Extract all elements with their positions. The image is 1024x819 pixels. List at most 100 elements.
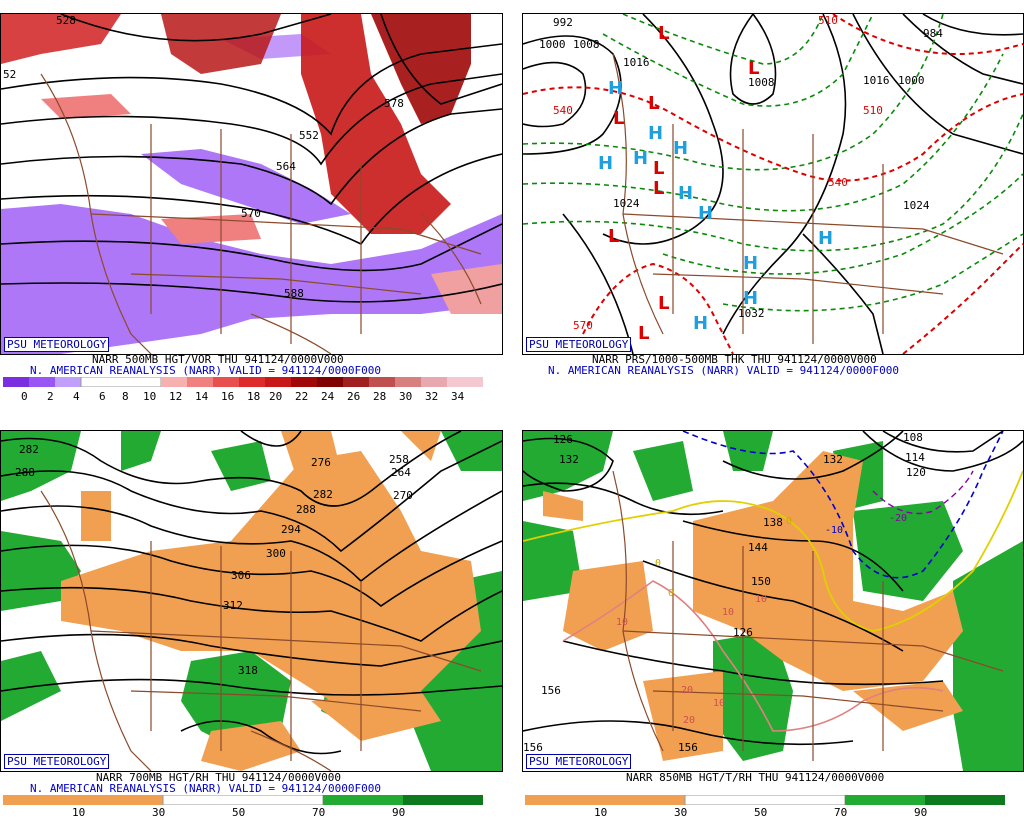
low-pressure-symbol: L xyxy=(658,23,669,44)
contour-label: 126 xyxy=(733,626,753,639)
contour-label: 138 xyxy=(763,516,783,529)
colorbar-tick: 10 xyxy=(143,390,157,403)
contour-label: 282 xyxy=(313,488,333,501)
vorticity-map: 528 552 564 570 588 52 578 xyxy=(1,14,502,354)
isobar-label: 1008 xyxy=(573,38,600,51)
low-pressure-symbol: L xyxy=(748,58,759,79)
high-pressure-symbol: H xyxy=(598,153,613,174)
isobar-label: 1000 xyxy=(539,38,566,51)
contour-label: 120 xyxy=(906,466,926,479)
contour-label: 570 xyxy=(241,207,261,220)
vorticity-colorbar xyxy=(3,377,483,387)
thickness-label: 540 xyxy=(553,104,573,117)
low-pressure-symbol: L xyxy=(608,226,619,247)
temperature-label: -20 xyxy=(889,513,907,524)
low-pressure-symbol: L xyxy=(638,323,649,344)
thickness-label: 510 xyxy=(818,14,838,27)
contour-label: 588 xyxy=(284,287,304,300)
rh-colorbar xyxy=(525,795,1005,805)
isobar-label: 1024 xyxy=(613,197,640,210)
colorbar-tick: 32 xyxy=(425,390,439,403)
temp850-map: 126 132 132 108 114 120 138 144 150 156 … xyxy=(523,431,1023,771)
colorbar-tick: 16 xyxy=(221,390,235,403)
panel-850mb-temp-rh: 126 132 132 108 114 120 138 144 150 156 … xyxy=(522,430,1024,772)
high-pressure-symbol: H xyxy=(818,228,833,249)
rh700-map: 282 288 276 258 264 270 282 288 294 300 … xyxy=(1,431,502,771)
colorbar-tick: 90 xyxy=(392,806,406,819)
contour-label: 528 xyxy=(56,14,76,27)
contour-label: 552 xyxy=(299,129,319,142)
contour-label: 156 xyxy=(541,684,561,697)
colorbar-tick: 50 xyxy=(232,806,246,819)
temperature-label: 20 xyxy=(683,715,695,726)
colorbar-tick: 10 xyxy=(72,806,86,819)
high-pressure-symbol: H xyxy=(743,253,758,274)
contour-label: 132 xyxy=(823,453,843,466)
temperature-label: 20 xyxy=(681,685,693,696)
isobar-label: 1008 xyxy=(748,76,775,89)
rh-colorbar xyxy=(3,795,483,805)
thickness-label: 540 xyxy=(828,176,848,189)
high-pressure-symbol: H xyxy=(673,138,688,159)
isobar-label: 1000 xyxy=(898,74,925,87)
panel-500mb-vorticity: 528 552 564 570 588 52 578 PSU METEOROLO… xyxy=(0,13,503,355)
low-pressure-symbol: L xyxy=(653,178,664,199)
contour-label: 126 xyxy=(553,433,573,446)
high-pressure-symbol: H xyxy=(633,148,648,169)
panel-700mb-rh: 282 288 276 258 264 270 282 288 294 300 … xyxy=(0,430,503,772)
temperature-label: 10 xyxy=(616,617,628,628)
colorbar-tick: 30 xyxy=(399,390,413,403)
caption-valid: N. AMERICAN REANALYSIS (NARR) VALID = 94… xyxy=(548,364,899,377)
contour-label: 150 xyxy=(751,575,771,588)
contour-label: 294 xyxy=(281,523,301,536)
thickness-label: 510 xyxy=(863,104,883,117)
contour-label: 52 xyxy=(3,68,16,81)
colorbar-tick: 50 xyxy=(754,806,768,819)
panel-sfc-pressure-thickness: H H H H H H H H H H H L L L L L L L L L … xyxy=(522,13,1024,355)
pressure-map: H H H H H H H H H H H L L L L L L L L L … xyxy=(523,14,1023,354)
temperature-label: 0 xyxy=(668,588,674,599)
colorbar-tick: 30 xyxy=(152,806,166,819)
contour-label: 276 xyxy=(311,456,331,469)
low-pressure-symbol: L xyxy=(648,93,659,114)
caption-title: NARR PRS/1000-500MB THK THU 941124/0000V… xyxy=(592,353,877,366)
high-pressure-symbol: H xyxy=(693,313,708,334)
colorbar-tick: 18 xyxy=(247,390,261,403)
isobar-label: 984 xyxy=(923,27,943,40)
contour-label: 318 xyxy=(238,664,258,677)
caption-title: NARR 850MB HGT/T/RH THU 941124/0000V000 xyxy=(626,771,885,784)
colorbar-tick: 28 xyxy=(373,390,387,403)
colorbar-tick: 70 xyxy=(834,806,848,819)
temperature-label: 0 xyxy=(786,516,792,527)
temperature-label: -10 xyxy=(825,525,843,536)
isobar-label: 992 xyxy=(553,16,573,29)
contour-label: 312 xyxy=(223,599,243,612)
temperature-label: 0 xyxy=(655,558,661,569)
low-pressure-symbol: L xyxy=(653,158,664,179)
colorbar-tick: 26 xyxy=(347,390,361,403)
contour-label: 264 xyxy=(391,466,411,479)
colorbar-tick: 90 xyxy=(914,806,928,819)
psu-logo: PSU METEOROLOGY xyxy=(4,754,110,769)
high-pressure-symbol: H xyxy=(698,203,713,224)
contour-label: 156 xyxy=(523,741,543,754)
temperature-label: 10 xyxy=(755,594,767,605)
colorbar-tick: 10 xyxy=(594,806,608,819)
isobar-label: 1016 xyxy=(863,74,890,87)
caption-title: NARR 500MB HGT/VOR THU 941124/0000V000 xyxy=(92,353,344,366)
contour-label: 144 xyxy=(748,541,768,554)
caption-title: NARR 700MB HGT/RH THU 941124/0000V000 xyxy=(96,771,342,784)
isobar-label: 1016 xyxy=(623,56,650,69)
contour-label: 564 xyxy=(276,160,296,173)
high-pressure-symbol: H xyxy=(678,183,693,204)
low-pressure-symbol: L xyxy=(613,108,624,129)
isobar-label: 1024 xyxy=(903,199,930,212)
colorbar-tick: 24 xyxy=(321,390,335,403)
colorbar-tick: 20 xyxy=(269,390,283,403)
colorbar-tick: 70 xyxy=(312,806,326,819)
temperature-label: 10 xyxy=(722,607,734,618)
colorbar-tick: 2 xyxy=(47,390,54,403)
contour-label: 578 xyxy=(384,97,404,110)
colorbar-tick: 6 xyxy=(99,390,106,403)
colorbar-tick: 4 xyxy=(73,390,80,403)
